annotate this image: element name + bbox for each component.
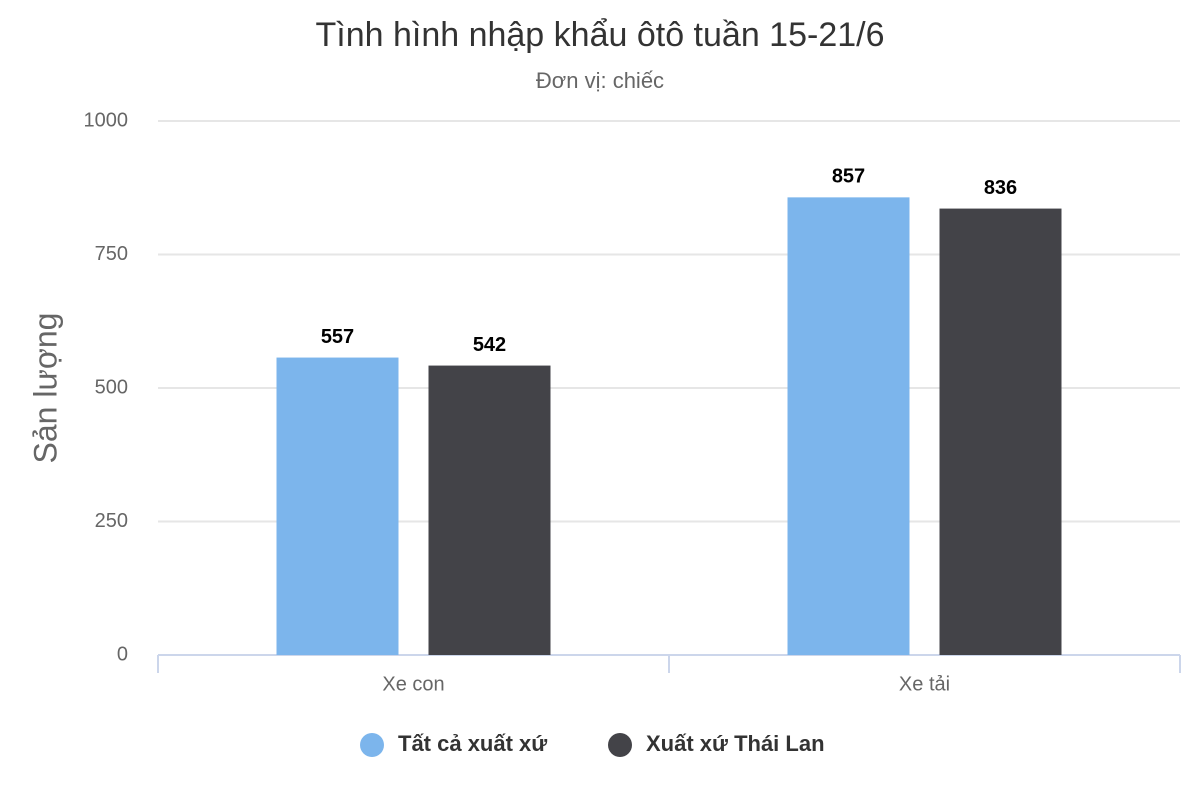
y-axis-label: Sản lượng (27, 313, 63, 464)
y-tick-label: 1000 (84, 109, 129, 131)
data-label: 557 (321, 326, 354, 348)
chart-subtitle: Đơn vị: chiếc (536, 68, 664, 93)
x-tick-label: Xe con (382, 673, 444, 695)
data-label: 542 (473, 334, 506, 356)
bar (276, 357, 399, 655)
y-tick-label: 500 (95, 376, 128, 398)
bar (939, 208, 1062, 656)
y-tick-label: 0 (117, 643, 128, 665)
x-tick-label: Xe tải (899, 673, 950, 695)
data-label: 857 (832, 166, 865, 188)
data-label: 836 (984, 177, 1017, 199)
bar (787, 197, 910, 655)
legend-label: Tất cả xuất xứ (398, 731, 547, 756)
legend-marker (360, 733, 384, 757)
y-tick-label: 750 (95, 243, 128, 265)
legend-marker (608, 733, 632, 757)
legend-label: Xuất xứ Thái Lan (646, 731, 825, 756)
bar (428, 365, 551, 655)
chart-title: Tình hình nhập khẩu ôtô tuần 15-21/6 (315, 16, 884, 54)
y-tick-label: 250 (95, 510, 128, 532)
